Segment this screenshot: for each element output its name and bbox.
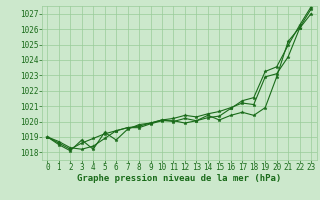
X-axis label: Graphe pression niveau de la mer (hPa): Graphe pression niveau de la mer (hPa) (77, 174, 281, 183)
